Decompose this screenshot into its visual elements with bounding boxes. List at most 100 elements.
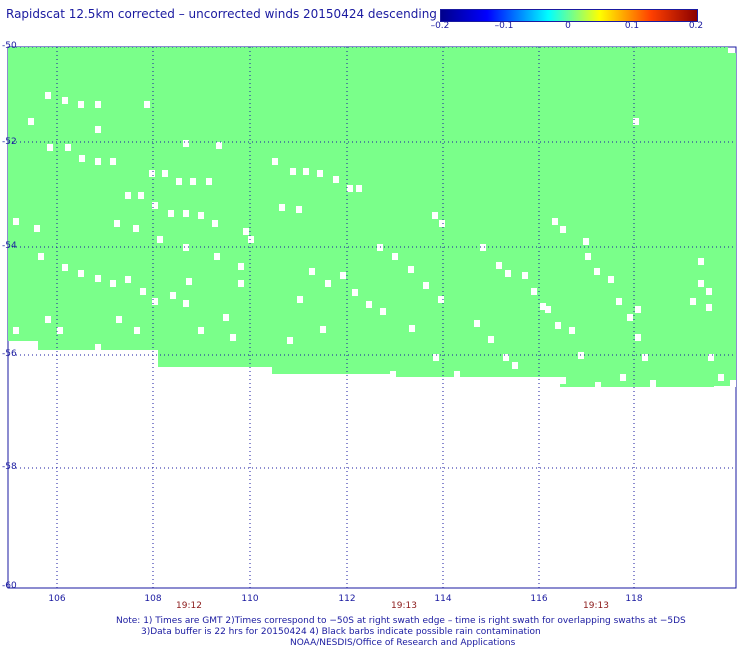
colorbar-tick: –0.1 — [494, 21, 514, 31]
missing-cell — [512, 362, 518, 369]
pass-time-label: 19:12 — [176, 601, 202, 611]
missing-cell — [296, 206, 302, 213]
missing-cell — [690, 298, 696, 305]
lon-tick-label: 116 — [530, 594, 548, 604]
lon-tick-label: 114 — [434, 594, 452, 604]
missing-cell — [730, 380, 736, 387]
missing-cell — [635, 334, 641, 341]
missing-cell — [352, 289, 358, 296]
missing-cell — [595, 382, 601, 389]
missing-cell — [45, 92, 51, 99]
missing-cell — [545, 306, 551, 313]
missing-cell — [272, 158, 278, 165]
missing-cell — [433, 354, 439, 361]
missing-cell — [125, 192, 131, 199]
missing-cell — [608, 276, 614, 283]
missing-cell — [356, 185, 362, 192]
missing-cell — [198, 212, 204, 219]
missing-cell — [13, 218, 19, 225]
missing-cell — [317, 170, 323, 177]
missing-cell — [65, 144, 71, 151]
missing-cell — [279, 204, 285, 211]
missing-cell — [320, 326, 326, 333]
lat-tick-label: -56 — [2, 349, 17, 359]
missing-cell — [616, 298, 622, 305]
missing-cell — [134, 327, 140, 334]
missing-cell — [390, 371, 396, 378]
missing-cell — [303, 168, 309, 175]
missing-cell — [152, 202, 158, 209]
missing-cell — [347, 185, 353, 192]
missing-cell — [149, 170, 155, 177]
missing-cell — [392, 253, 398, 260]
missing-cell — [198, 327, 204, 334]
missing-cell — [438, 296, 444, 303]
missing-cell — [366, 301, 372, 308]
missing-cell — [620, 374, 626, 381]
missing-cell — [309, 268, 315, 275]
missing-cell — [633, 118, 639, 125]
missing-cell — [230, 334, 236, 341]
missing-cell — [531, 288, 537, 295]
missing-cell — [95, 275, 101, 282]
missing-cell — [114, 220, 120, 227]
missing-cell — [62, 97, 68, 104]
missing-cell — [95, 344, 101, 351]
lat-tick-label: -54 — [2, 241, 17, 251]
missing-cell — [555, 322, 561, 329]
missing-cell — [409, 325, 415, 332]
missing-cell — [62, 264, 68, 271]
missing-cell — [243, 228, 249, 235]
pass-time-label: 19:13 — [391, 601, 417, 611]
missing-cell — [718, 374, 724, 381]
missing-cell — [183, 300, 189, 307]
missing-cell — [560, 377, 566, 384]
missing-cell — [170, 292, 176, 299]
missing-cell — [325, 280, 331, 287]
missing-cell — [333, 176, 339, 183]
missing-cell — [488, 336, 494, 343]
missing-cell — [152, 298, 158, 305]
missing-cell — [474, 320, 480, 327]
missing-cell — [408, 266, 414, 273]
colorbar-tick: –0.2 — [430, 21, 450, 31]
missing-cell — [47, 144, 53, 151]
missing-cell — [45, 316, 51, 323]
lon-tick-label: 106 — [48, 594, 66, 604]
missing-cell — [168, 210, 174, 217]
missing-cell — [585, 253, 591, 260]
missing-cell — [138, 192, 144, 199]
missing-cell — [248, 236, 254, 243]
missing-cell — [95, 101, 101, 108]
footnote-line-2: 3)Data buffer is 22 hrs for 20150424 4) … — [141, 627, 541, 637]
lon-tick-label: 118 — [625, 594, 643, 604]
missing-cell — [214, 253, 220, 260]
missing-cell — [186, 278, 192, 285]
missing-cell — [380, 308, 386, 315]
missing-cell — [157, 236, 163, 243]
missing-cell — [238, 280, 244, 287]
missing-cell — [540, 303, 546, 310]
missing-cell — [594, 268, 600, 275]
missing-cell — [212, 220, 218, 227]
missing-cell — [57, 327, 63, 334]
colorbar — [440, 9, 698, 22]
missing-cell — [183, 210, 189, 217]
missing-cell — [78, 101, 84, 108]
missing-cell — [176, 178, 182, 185]
missing-cell — [706, 304, 712, 311]
missing-cell — [183, 244, 189, 251]
missing-cell — [125, 276, 131, 283]
data-gaps — [13, 92, 736, 389]
missing-cell — [583, 238, 589, 245]
gridlines — [8, 46, 736, 589]
lat-tick-label: -50 — [2, 41, 17, 51]
missing-cell — [340, 272, 346, 279]
lat-tick-label: -60 — [2, 581, 17, 591]
missing-cell — [505, 270, 511, 277]
wind-swath — [8, 47, 736, 387]
missing-cell — [706, 288, 712, 295]
missing-cell — [423, 282, 429, 289]
missing-cell — [144, 101, 150, 108]
missing-cell — [635, 306, 641, 313]
